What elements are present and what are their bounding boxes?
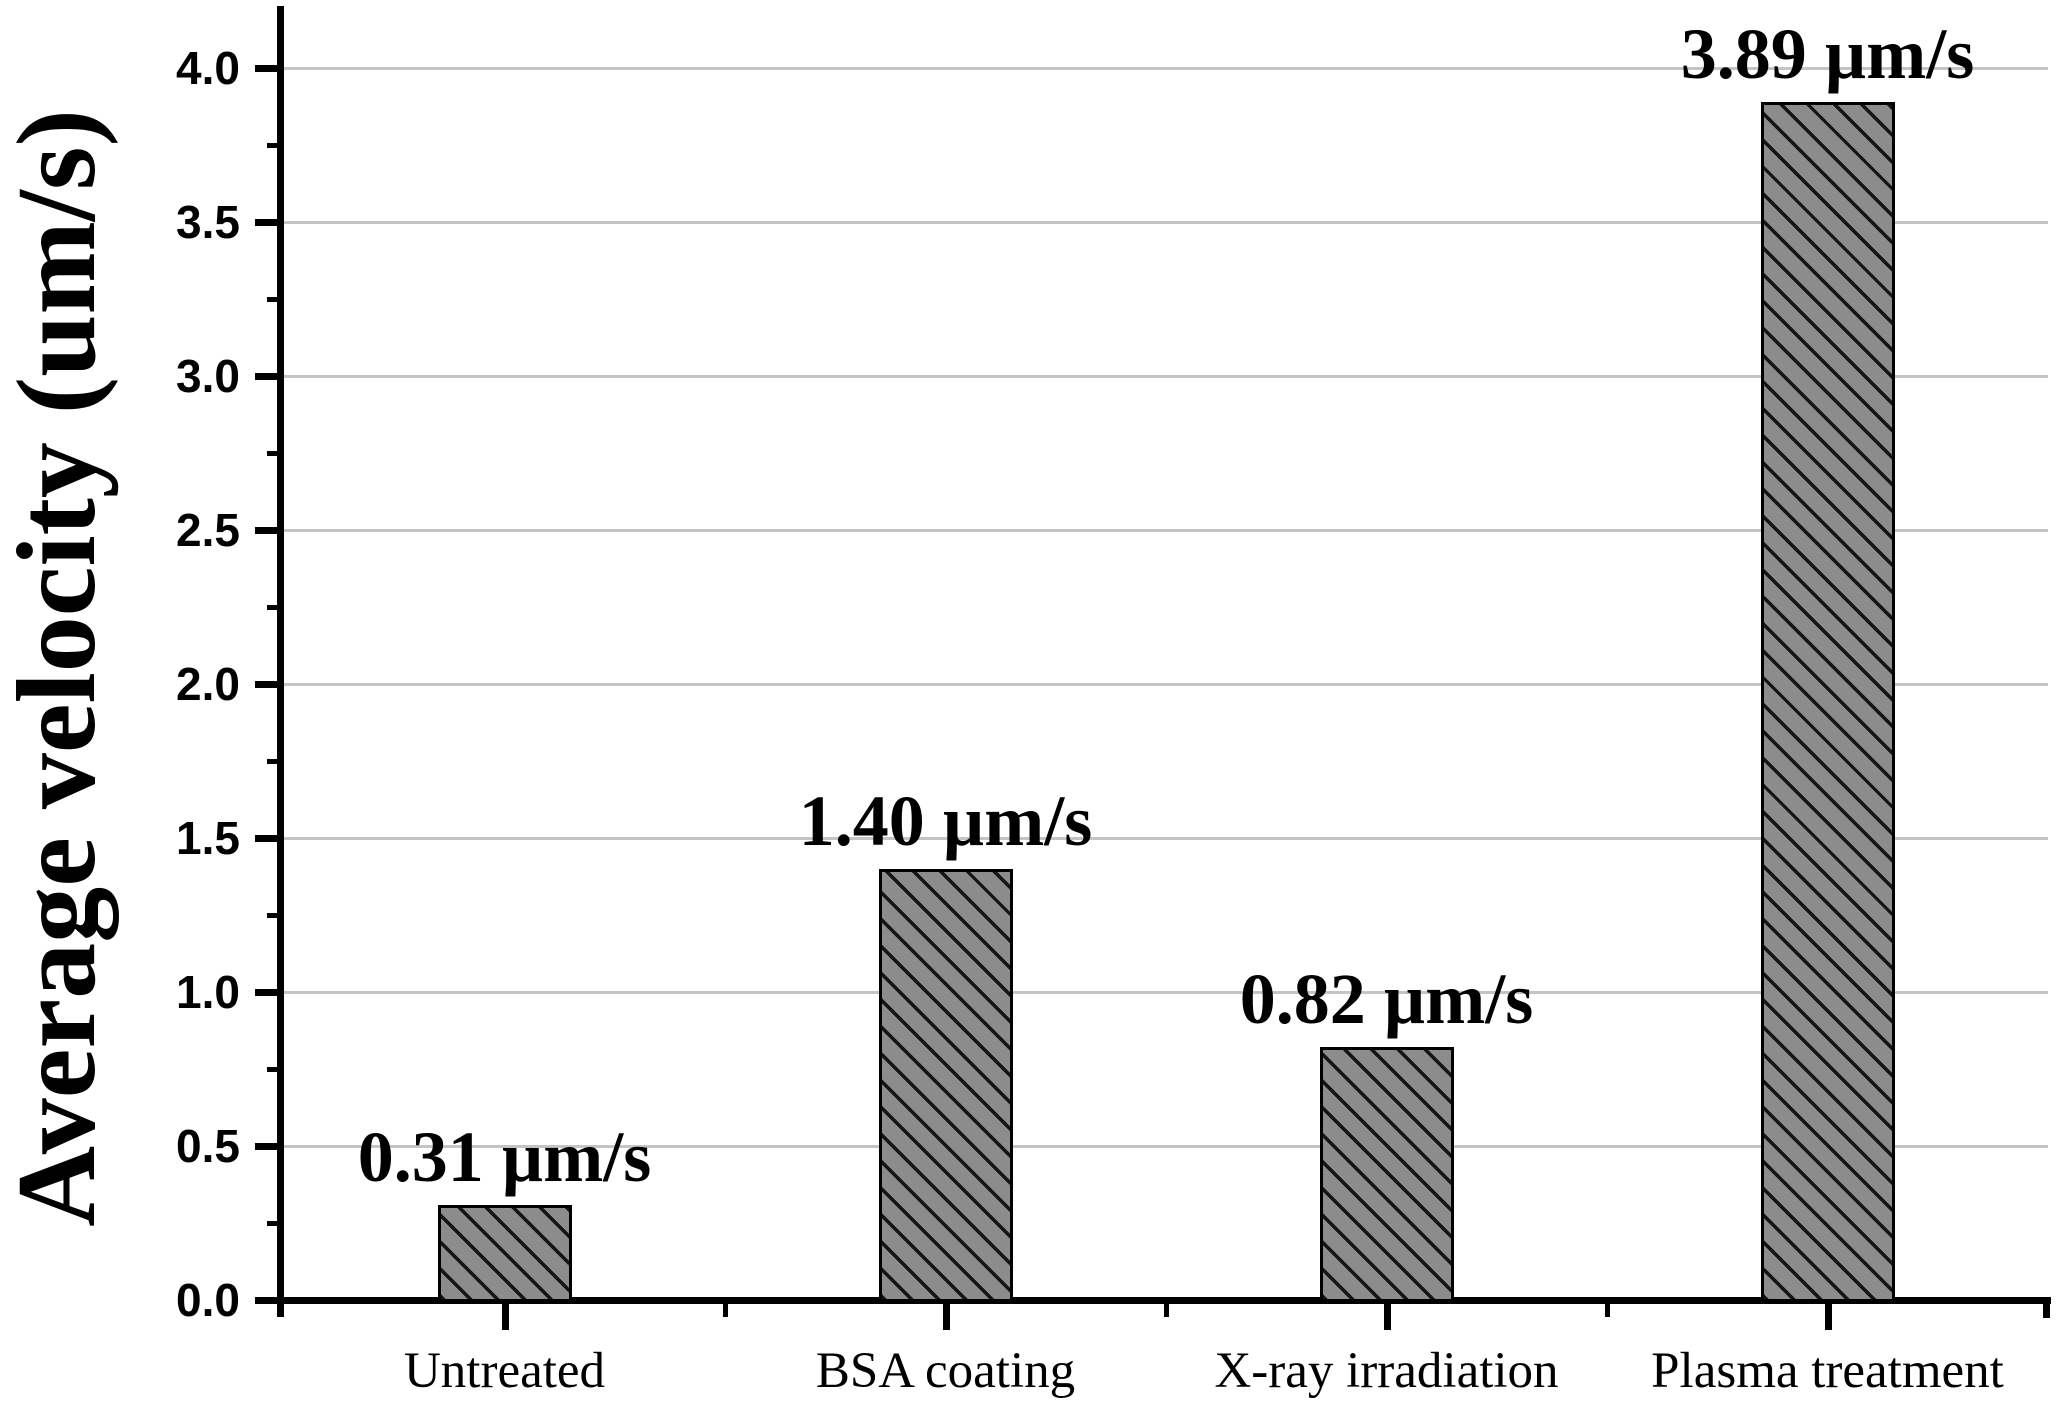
y-major-tick <box>255 989 281 996</box>
bar-value-label: 0.82 µm/s <box>1239 959 1534 1040</box>
y-major-tick <box>255 527 281 534</box>
gridline <box>281 991 2048 994</box>
bar-value-label: 3.89 µm/s <box>1680 13 1975 94</box>
x-major-tick <box>1383 1304 1391 1330</box>
y-minor-tick <box>267 451 281 456</box>
y-tick-label: 2.5 <box>176 504 240 556</box>
bar <box>437 1204 572 1302</box>
x-category-label: Untreated <box>403 1343 606 1399</box>
y-tick-label: 1.0 <box>176 966 240 1018</box>
gridline <box>281 221 2048 224</box>
gridline <box>281 375 2048 378</box>
y-minor-tick <box>267 759 281 764</box>
y-major-tick <box>255 373 281 380</box>
x-axis-line <box>277 1297 2051 1304</box>
bar-value-label: 1.40 µm/s <box>798 780 1093 861</box>
y-tick-label: 2.0 <box>176 658 240 710</box>
y-major-tick <box>255 219 281 226</box>
bar <box>1760 101 1895 1302</box>
y-major-tick <box>255 1143 281 1150</box>
y-major-tick <box>255 835 281 842</box>
y-major-tick <box>255 65 281 72</box>
x-boundary-tick <box>1164 1304 1169 1317</box>
x-boundary-tick <box>723 1304 728 1317</box>
y-minor-tick <box>267 605 281 610</box>
y-minor-tick <box>267 1067 281 1072</box>
gridline <box>281 837 2048 840</box>
x-major-tick <box>501 1304 509 1330</box>
y-minor-tick <box>267 1221 281 1226</box>
y-tick-label: 0.0 <box>176 1274 240 1326</box>
x-end-tick <box>2043 1304 2050 1318</box>
y-minor-tick <box>267 297 281 302</box>
bar-value-label: 0.31 µm/s <box>357 1116 652 1197</box>
y-tick-label: 1.5 <box>176 812 240 864</box>
gridline <box>281 67 2048 70</box>
bar <box>878 868 1013 1302</box>
gridline <box>281 529 2048 532</box>
y-major-tick <box>255 681 281 688</box>
x-major-tick <box>942 1304 950 1330</box>
x-category-label: BSA coating <box>815 1343 1076 1399</box>
y-tick-label: 3.0 <box>176 350 240 402</box>
y-minor-tick <box>267 143 281 148</box>
y-tick-label: 4.0 <box>176 42 240 94</box>
x-category-label: Plasma treatment <box>1651 1343 2004 1399</box>
y-minor-tick <box>267 913 281 918</box>
y-major-tick <box>255 1297 281 1304</box>
x-category-label: X-ray irradiation <box>1214 1343 1559 1399</box>
bar <box>1319 1047 1454 1302</box>
x-boundary-tick <box>1605 1304 1610 1317</box>
gridline <box>281 1145 2048 1148</box>
y-tick-label: 3.5 <box>176 196 240 248</box>
y-axis-line <box>277 6 284 1317</box>
gridline <box>281 683 2048 686</box>
x-major-tick <box>1824 1304 1832 1330</box>
y-tick-label: 0.5 <box>176 1120 240 1172</box>
